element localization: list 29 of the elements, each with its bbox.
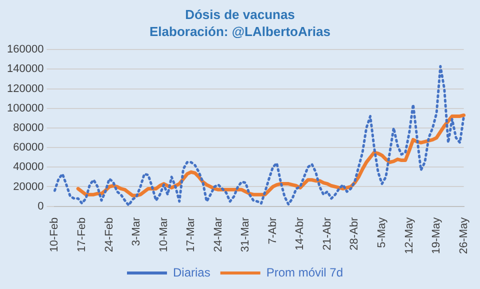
y-tick-label: 20000 <box>13 180 44 193</box>
y-tick-label: 140000 <box>6 63 44 76</box>
x-tick-label: 28-Abr <box>348 217 361 250</box>
y-tick-label: 160000 <box>6 44 44 56</box>
y-tick-label: 60000 <box>13 142 44 154</box>
y-tick-label: 120000 <box>6 82 44 95</box>
x-tick-label: 17-Feb <box>76 217 88 252</box>
chart-subtitle: Elaboración: @LAlbertoArias <box>148 23 332 40</box>
legend-label: Prom móvil 7d <box>266 265 344 280</box>
y-tick-label: 100000 <box>6 102 44 114</box>
legend-label: Diarias <box>172 265 210 280</box>
y-tick-label: 0 <box>38 200 44 212</box>
x-tick-label: 10-Mar <box>158 216 170 252</box>
x-tick-label: 24-Mar <box>212 216 224 252</box>
x-tick-label: 17-Mar <box>185 216 198 252</box>
x-tick-label: 21-Abr <box>321 217 334 250</box>
x-tick-label: 12-May <box>403 216 416 254</box>
y-tick-label: 40000 <box>13 161 44 174</box>
chart-title: Dósis de vacunas <box>184 6 296 23</box>
x-tick-label: 26-May <box>458 216 470 254</box>
x-tick-label: 14-Abr <box>294 217 306 250</box>
y-tick-label: 80000 <box>13 122 44 134</box>
x-tick-label: 10-Feb <box>48 217 61 252</box>
x-tick-label: 3-Mar <box>130 216 143 246</box>
x-tick-label: 7-Abr <box>266 216 279 244</box>
x-tick-label: 19-May <box>430 216 443 254</box>
x-tick-label: 5-May <box>376 216 388 248</box>
x-tick-label: 31-Mar <box>240 216 252 252</box>
x-tick-label: 24-Feb <box>103 217 116 252</box>
